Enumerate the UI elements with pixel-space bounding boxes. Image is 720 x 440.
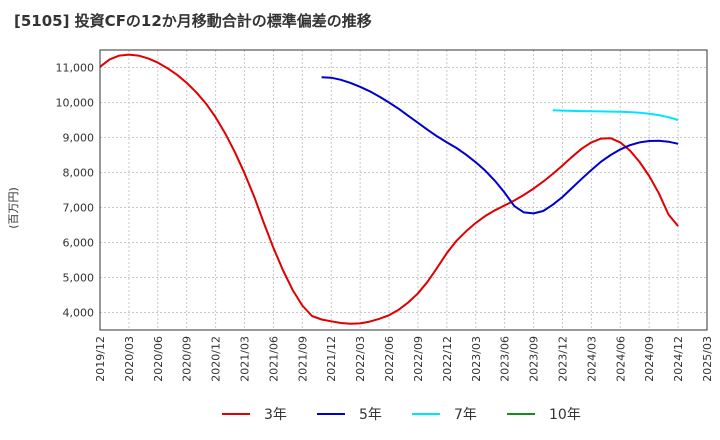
x-tick-label: 2022/03 bbox=[354, 336, 367, 382]
y-tick-label: 4,000 bbox=[63, 307, 95, 320]
x-tick-label: 2022/06 bbox=[383, 336, 396, 382]
x-tick-label: 2020/06 bbox=[152, 336, 165, 382]
y-tick-label: 10,000 bbox=[56, 97, 95, 110]
x-tick-label: 2021/09 bbox=[296, 336, 309, 382]
chart-title: [5105] 投資CFの12か月移動合計の標準偏差の推移 bbox=[14, 12, 372, 30]
y-tick-label: 11,000 bbox=[56, 62, 95, 75]
x-tick-label: 2022/12 bbox=[441, 336, 454, 382]
x-tick-label: 2023/06 bbox=[499, 336, 512, 382]
x-tick-label: 2023/12 bbox=[556, 336, 569, 382]
y-tick-label: 8,000 bbox=[63, 167, 95, 180]
x-tick-label: 2022/09 bbox=[412, 336, 425, 382]
x-tick-label: 2021/12 bbox=[325, 336, 338, 382]
series-line bbox=[552, 109, 679, 121]
legend-label: 7年 bbox=[454, 407, 477, 423]
x-tick-label: 2024/09 bbox=[643, 336, 656, 382]
legend-label: 3年 bbox=[264, 407, 287, 423]
y-tick-labels: 4,000 5,000 6,000 7,000 8,000 9,000 10,000 11,0… bbox=[56, 62, 95, 320]
y-tick-label: 5,000 bbox=[63, 272, 95, 285]
x-tick-label: 2024/06 bbox=[614, 336, 627, 382]
grid-lines bbox=[99, 50, 708, 330]
x-tick-label: 2021/03 bbox=[239, 336, 252, 382]
legend: 3年 5年 7年 10年 bbox=[222, 407, 581, 423]
x-tick-label: 2023/03 bbox=[470, 336, 483, 382]
legend-label: 5年 bbox=[359, 407, 382, 423]
plot-frame bbox=[99, 49, 708, 331]
y-tick-label: 9,000 bbox=[63, 132, 95, 145]
x-tick-label: 2020/09 bbox=[181, 336, 194, 382]
x-tick-label: 2021/06 bbox=[267, 336, 280, 382]
x-tick-label: 2020/12 bbox=[210, 336, 223, 382]
series-lines bbox=[99, 53, 679, 325]
x-tick-label: 2025/03 bbox=[701, 336, 714, 382]
x-tick-label: 2024/03 bbox=[585, 336, 598, 382]
x-tick-label: 2023/09 bbox=[528, 336, 541, 382]
y-tick-label: 6,000 bbox=[63, 237, 95, 250]
x-tick-label: 2020/03 bbox=[123, 336, 136, 382]
y-tick-label: 7,000 bbox=[63, 202, 95, 215]
series-line bbox=[99, 53, 679, 325]
x-tick-label: 2024/12 bbox=[672, 336, 685, 382]
x-tick-labels: 2019/12 2020/03 2020/06 2020/09 2020/12 2021/… bbox=[94, 336, 714, 382]
series-line bbox=[321, 76, 679, 215]
x-tick-label: 2019/12 bbox=[94, 336, 107, 382]
legend-label: 10年 bbox=[549, 407, 581, 423]
y-axis-label: (百万円) bbox=[7, 187, 20, 229]
